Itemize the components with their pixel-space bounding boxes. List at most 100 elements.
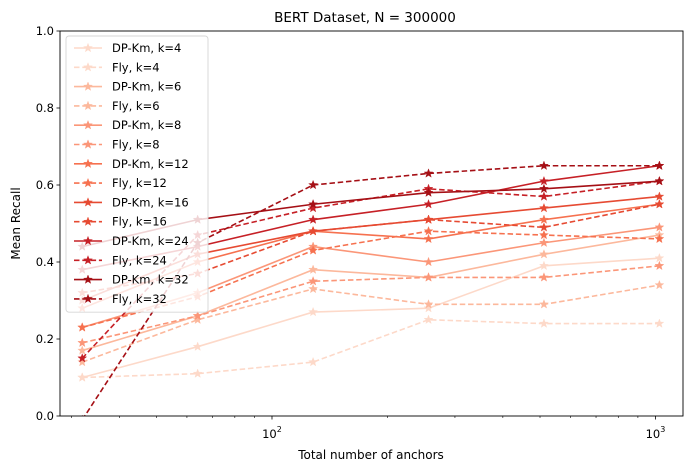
data-point xyxy=(654,260,665,271)
legend-entry: DP-Km, k=24 xyxy=(74,234,189,248)
chart-title: BERT Dataset, N = 300000 xyxy=(274,10,456,26)
data-point xyxy=(654,175,665,186)
data-point xyxy=(539,214,549,224)
data-point xyxy=(308,356,319,367)
data-point xyxy=(308,199,319,209)
legend-marker xyxy=(83,62,93,72)
data-point xyxy=(77,353,88,363)
legend-label: DP-Km, k=24 xyxy=(112,234,189,248)
legend-label: DP-Km, k=8 xyxy=(112,118,181,132)
data-point xyxy=(423,226,434,236)
legend-entry: Fly, k=6 xyxy=(74,99,160,113)
data-point xyxy=(423,214,434,224)
legend-entry: DP-Km, k=8 xyxy=(74,118,181,132)
series-line xyxy=(81,284,660,363)
legend-marker xyxy=(83,42,93,53)
legend-entry: Fly, k=8 xyxy=(74,138,160,152)
data-point xyxy=(423,272,434,282)
legend-entry: DP-Km, k=16 xyxy=(74,195,189,209)
legend-label: Fly, k=4 xyxy=(112,60,160,74)
data-point xyxy=(423,187,434,197)
data-point xyxy=(423,256,434,267)
legend-marker xyxy=(83,216,93,226)
data-point xyxy=(423,299,434,309)
legend-label: Fly, k=6 xyxy=(112,99,160,113)
legend-marker xyxy=(83,81,93,91)
legend-label: DP-Km, k=32 xyxy=(112,273,189,287)
series-1 xyxy=(77,314,665,382)
legend-entry: Fly, k=12 xyxy=(74,176,167,190)
data-point xyxy=(654,252,665,263)
data-point xyxy=(308,283,319,294)
legend-label: Fly, k=12 xyxy=(112,176,167,190)
legend-entry: DP-Km, k=12 xyxy=(74,157,189,171)
legend-label: DP-Km, k=12 xyxy=(112,157,189,171)
data-point xyxy=(192,314,203,324)
legend-box xyxy=(65,35,209,313)
series-line xyxy=(82,257,660,379)
y-axis-label: Mean Recall xyxy=(9,187,23,259)
data-point xyxy=(539,249,549,259)
data-point xyxy=(192,341,203,351)
legend-entry: Fly, k=4 xyxy=(74,60,160,74)
data-point xyxy=(654,279,665,290)
legend-marker xyxy=(83,139,93,149)
data-point xyxy=(539,318,549,328)
series-line xyxy=(82,234,660,352)
data-point xyxy=(539,160,549,170)
legend-marker xyxy=(83,197,93,207)
data-point xyxy=(423,233,434,244)
y-axis: 0.0 0.2 0.4 0.6 0.8 1.0 xyxy=(36,24,60,423)
data-point xyxy=(308,179,319,190)
x-axis-label: Total number of anchors xyxy=(297,448,444,462)
data-point xyxy=(654,191,665,201)
x-tick-label: 102 xyxy=(262,425,282,441)
data-point xyxy=(539,191,549,201)
series-line xyxy=(82,203,660,294)
legend-marker xyxy=(83,255,93,265)
legend: DP-Km, k=4 Fly, k=4 DP-Km, k=6 Fly, k=6 DP-K… xyxy=(65,35,209,313)
legend-label: Fly, k=16 xyxy=(112,215,167,229)
data-point xyxy=(423,199,434,209)
y-tick-label: 0.8 xyxy=(36,101,54,115)
x-tick-label: 103 xyxy=(646,425,666,441)
legend-marker xyxy=(83,158,93,168)
legend-marker xyxy=(83,177,93,188)
data-point xyxy=(423,303,434,313)
data-point xyxy=(654,318,665,328)
data-point xyxy=(423,168,434,178)
data-point xyxy=(423,314,434,324)
y-tick-label: 0.6 xyxy=(36,178,54,192)
data-point xyxy=(539,229,549,240)
legend-marker xyxy=(83,274,93,284)
x-axis: 102 103 xyxy=(71,416,665,441)
data-point xyxy=(539,222,549,232)
legend-label: Fly, k=32 xyxy=(112,292,167,306)
series-line xyxy=(82,230,660,329)
data-point xyxy=(192,368,203,378)
data-point xyxy=(77,356,88,367)
data-point xyxy=(654,222,665,232)
series-3 xyxy=(77,279,665,367)
data-point xyxy=(77,345,88,355)
legend-label: DP-Km, k=6 xyxy=(112,80,181,94)
y-tick-label: 0.4 xyxy=(36,255,54,269)
data-point xyxy=(192,310,203,321)
legend-entry: DP-Km, k=32 xyxy=(74,273,189,287)
data-point xyxy=(77,372,88,382)
data-point xyxy=(308,276,319,286)
legend-entry: DP-Km, k=6 xyxy=(74,80,181,94)
legend-label: DP-Km, k=16 xyxy=(112,195,189,209)
data-point xyxy=(654,160,665,170)
y-tick-label: 0.2 xyxy=(36,332,54,346)
data-point xyxy=(539,260,549,271)
data-point xyxy=(539,299,549,309)
data-point xyxy=(308,214,319,224)
data-point xyxy=(308,245,319,255)
data-point xyxy=(654,199,665,209)
data-point xyxy=(308,264,319,274)
data-point xyxy=(654,233,665,244)
data-point xyxy=(77,337,88,348)
y-tick-label: 1.0 xyxy=(36,24,54,38)
